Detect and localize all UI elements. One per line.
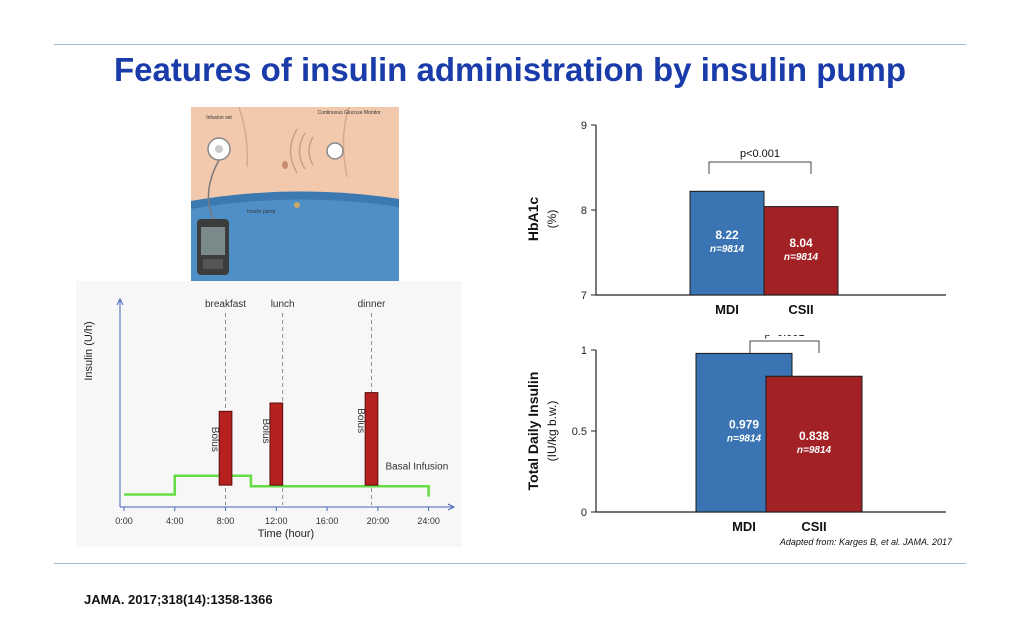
basal-infusion-line	[124, 474, 430, 497]
x-tick-label: 8:00	[217, 516, 235, 526]
bolus-label: Bolus	[355, 408, 366, 433]
category-label: CSII	[788, 302, 813, 317]
x-tick-label: 12:00	[265, 516, 288, 526]
bar-mdi	[689, 190, 765, 296]
tdi-y-axis-unit: (IU/kg b.w.)	[545, 401, 559, 462]
pump-label: Insulin pump	[247, 209, 276, 215]
slide: Features of insulin administration by in…	[54, 44, 966, 564]
meal-label-breakfast: breakfast	[205, 299, 246, 310]
bar-csii	[763, 206, 839, 296]
bar-csii	[765, 375, 863, 513]
citation: JAMA. 2017;318(14):1358-1366	[84, 592, 273, 607]
timing-axes: 0:00 4:00 8:00 12:00 16:00 20:00 24:00	[115, 297, 456, 526]
hba1c-bar-chart: 7 8 9 8.22 n=9814 MDI 8.04 n=9814 CSII p<0.001 H…	[526, 120, 946, 317]
bolus-label: Bolus	[260, 418, 271, 443]
infusion-set-label: Infusion set	[206, 115, 232, 121]
bar-value-label: 8.22	[715, 228, 739, 242]
bolus-bar-lunch	[269, 402, 284, 486]
x-tick-label: 0:00	[115, 516, 133, 526]
bolus-bar-dinner	[364, 392, 379, 486]
bar-n-label: n=9814	[797, 445, 832, 456]
bar-n-label: n=9814	[710, 244, 745, 255]
x-tick-label: 24:00	[417, 516, 440, 526]
bar-value-label: 0.838	[799, 429, 829, 443]
meal-label-dinner: dinner	[358, 299, 386, 310]
y-axis-arrow	[116, 297, 124, 306]
bar-n-label: n=9814	[727, 434, 762, 445]
significance-bracket	[749, 340, 820, 353]
hba1c-bars: 8.22 n=9814 MDI 8.04 n=9814 CSII p<0.001	[689, 148, 839, 317]
timing-background	[76, 281, 462, 547]
source-note: Adapted from: Karges B, et al. JAMA. 201…	[779, 537, 953, 547]
body-contour	[238, 107, 249, 168]
x-axis-arrow	[447, 503, 456, 511]
category-label: MDI	[732, 519, 756, 534]
bar-n-label: n=9814	[784, 252, 819, 263]
basal-infusion-label: Basal Infusion	[385, 462, 448, 473]
tdi-bar-chart: 0 0.5 1 0.979 n=9814 MDI 0.838 n=9814 CSII p<0.0…	[526, 335, 953, 547]
tdi-bars: 0.979 n=9814 MDI 0.838 n=9814 CSII p<0.001	[695, 335, 863, 534]
slide-title: Features of insulin administration by in…	[113, 51, 907, 88]
significance-label: p<0.001	[740, 148, 780, 160]
infusion-set-core	[215, 145, 223, 153]
bar-value-label: 8.04	[789, 236, 813, 250]
y-tick-label: 9	[581, 120, 587, 132]
y-tick-label: 8	[581, 205, 587, 217]
bolus-bar-breakfast	[218, 410, 233, 486]
tdi-y-axis-title: Total Daily Insulin	[526, 372, 541, 491]
category-label: CSII	[801, 519, 826, 534]
cgm-label: Continuous Glucose Monitor	[317, 110, 380, 116]
hba1c-y-axis-title: HbA1c	[526, 197, 541, 242]
navel	[282, 161, 288, 169]
pump-screen	[201, 227, 225, 255]
x-tick-label: 16:00	[316, 516, 339, 526]
hba1c-y-axis-unit: (%)	[545, 210, 559, 229]
y-tick-label: 7	[581, 290, 587, 302]
cgm-sensor-icon	[326, 142, 344, 160]
bar-value-label: 0.979	[729, 418, 759, 432]
category-label: MDI	[715, 302, 739, 317]
timing-x-axis-title: Time (hour)	[258, 528, 314, 540]
insulin-timing-chart: 0:00 4:00 8:00 12:00 16:00 20:00 24:00 breakfa…	[76, 281, 462, 547]
significance-bracket	[708, 161, 812, 174]
bolus-label: Bolus	[209, 427, 220, 452]
abdomen	[191, 107, 399, 201]
y-tick-label: 0.5	[572, 426, 587, 438]
meal-label-lunch: lunch	[271, 299, 295, 310]
timing-y-axis-title: Insulin (U/h)	[83, 321, 95, 380]
body-contour-right	[342, 107, 350, 178]
x-tick-label: 20:00	[367, 516, 390, 526]
significance-label: p<0.001	[764, 335, 804, 339]
pump-buttons	[203, 259, 223, 269]
jeans-button	[294, 202, 300, 208]
timing-marks	[124, 313, 430, 505]
y-tick-label: 0	[581, 507, 587, 519]
jeans	[191, 191, 399, 291]
y-tick-label: 1	[581, 345, 587, 357]
jeans-waistband	[191, 191, 399, 209]
x-tick-label: 4:00	[166, 516, 184, 526]
signal-waves-icon	[289, 128, 314, 174]
timing-labels: breakfast lunch dinner Bolus Bolus Bolus Basal…	[205, 299, 448, 473]
pump-illustration: Infusion set Continuous Glucose Monitor …	[189, 107, 401, 291]
